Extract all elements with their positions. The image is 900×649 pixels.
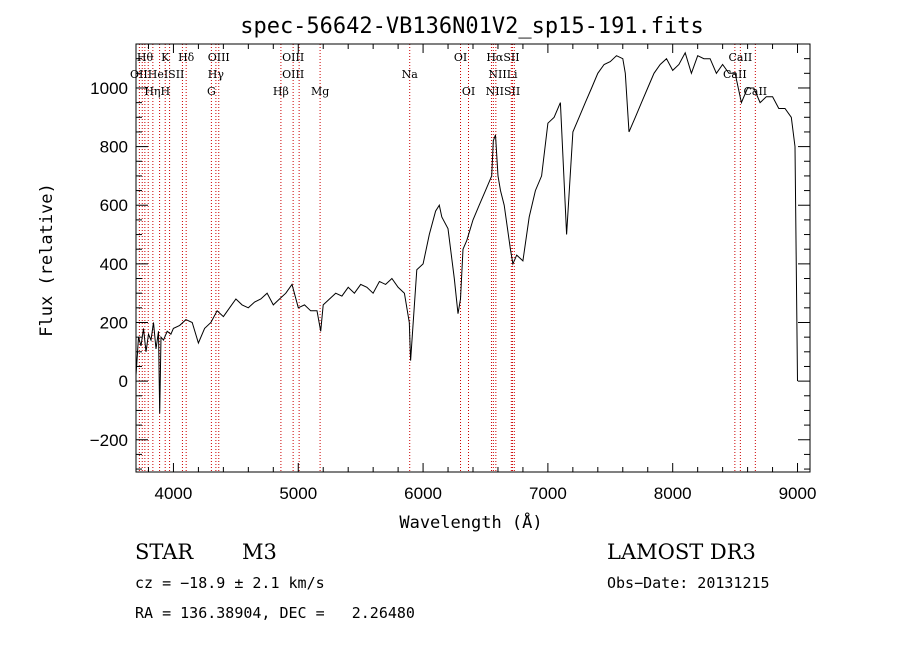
y-tick-label: 800	[100, 138, 128, 157]
line-marker-label: Hβ	[273, 85, 289, 98]
axis-ticks	[136, 43, 810, 472]
line-marker-label: OIII	[282, 68, 304, 81]
line-marker-label: NIILi	[488, 68, 518, 81]
chart-title: spec-56642-VB136N01V2_sp15-191.fits	[240, 14, 704, 39]
y-tick-label: −200	[90, 431, 128, 450]
x-tick-label: 4000	[155, 484, 193, 503]
x-tick-label: 7000	[529, 484, 567, 503]
line-marker-label: HαSII	[486, 51, 519, 64]
line-marker-label: Hγ	[208, 68, 225, 81]
line-marker-label: Hθ	[137, 51, 154, 64]
line-marker-label: OIII	[208, 51, 230, 64]
y-tick-label: 0	[119, 372, 128, 391]
survey-name: LAMOST DR3	[607, 540, 756, 564]
y-tick-label: 200	[100, 313, 128, 332]
spectral-line-markers	[138, 44, 756, 472]
y-tick-label: 1000	[90, 79, 128, 98]
y-tick-label: 600	[100, 196, 128, 215]
spectral-line-labels: Hθ K Hδ OIII OIII OI HαSII CaII OIIHeISII Hγ OIII N…	[130, 51, 767, 98]
x-tick-label: 9000	[779, 484, 817, 503]
line-marker-label: OIII	[282, 51, 304, 64]
y-axis-label: Flux (relative)	[37, 183, 57, 337]
spectrum-line	[135, 51, 798, 414]
object-subclass: M3	[242, 540, 277, 564]
y-tick-label: 400	[100, 255, 128, 274]
redshift-velocity: cz = −18.9 ± 2.1 km/s	[135, 574, 325, 592]
x-tick-label: 5000	[279, 484, 317, 503]
line-marker-label: Mg	[311, 85, 329, 98]
tick-labels: 4000 5000 6000 7000 8000 9000 −200 0 200 400 600 80…	[90, 79, 817, 503]
line-marker-label: Hδ	[178, 51, 195, 64]
observation-date: Obs−Date: 20131215	[607, 574, 770, 592]
x-tick-label: 8000	[654, 484, 692, 503]
line-marker-label: Na	[402, 68, 419, 81]
line-marker-label: G	[207, 85, 216, 98]
spectrum-chart: spec-56642-VB136N01V2_sp15-191.fits Hθ K H…	[37, 14, 817, 533]
object-class: STAR	[135, 540, 194, 564]
x-axis-label: Wavelength (Å)	[399, 511, 542, 533]
line-marker-label: CaII	[729, 51, 753, 64]
line-marker-label: K	[161, 51, 170, 64]
plot-frame	[135, 43, 811, 473]
line-marker-label: OI	[454, 51, 467, 64]
line-marker-label: HηH	[144, 85, 170, 98]
coordinates: RA = 136.38904, DEC = 2.26480	[135, 604, 415, 622]
line-marker-label: OIIHeISII	[130, 68, 184, 81]
line-marker-label: OI	[462, 85, 475, 98]
line-marker-label: NIISII	[486, 85, 521, 98]
x-tick-label: 6000	[404, 484, 442, 503]
